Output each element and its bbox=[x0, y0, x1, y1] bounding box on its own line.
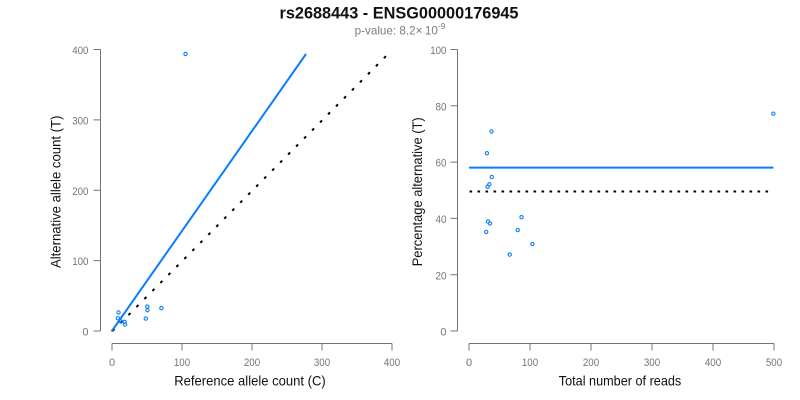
svg-text:100: 100 bbox=[174, 357, 190, 369]
svg-text:300: 300 bbox=[644, 357, 660, 369]
svg-text:200: 200 bbox=[72, 186, 88, 198]
svg-text:Total number of reads: Total number of reads bbox=[559, 373, 682, 389]
svg-text:40: 40 bbox=[436, 214, 447, 226]
svg-text:200: 200 bbox=[244, 357, 260, 369]
svg-text:Percentage alternative (T): Percentage alternative (T) bbox=[409, 117, 425, 266]
svg-text:0: 0 bbox=[82, 327, 88, 339]
svg-text:Reference allele count (C): Reference allele count (C) bbox=[174, 373, 326, 389]
svg-text:0: 0 bbox=[440, 327, 446, 339]
svg-text:rs2688443 - ENSG00000176945: rs2688443 - ENSG00000176945 bbox=[280, 4, 519, 23]
svg-text:0: 0 bbox=[466, 357, 472, 369]
svg-text:0: 0 bbox=[109, 357, 115, 369]
svg-text:400: 400 bbox=[705, 357, 721, 369]
svg-text:500: 500 bbox=[766, 357, 782, 369]
svg-text:20: 20 bbox=[436, 270, 447, 282]
svg-text:200: 200 bbox=[583, 357, 599, 369]
svg-text:80: 80 bbox=[436, 101, 447, 113]
svg-text:100: 100 bbox=[72, 256, 88, 268]
svg-text:100: 100 bbox=[430, 45, 446, 57]
svg-text:p-value: 8.2× 10-9: p-value: 8.2× 10-9 bbox=[355, 21, 446, 38]
svg-text:Alternative allele count (T): Alternative allele count (T) bbox=[48, 116, 64, 268]
svg-text:100: 100 bbox=[522, 357, 538, 369]
svg-text:300: 300 bbox=[314, 357, 330, 369]
svg-text:400: 400 bbox=[384, 357, 400, 369]
svg-text:400: 400 bbox=[72, 45, 88, 57]
svg-text:60: 60 bbox=[436, 158, 447, 170]
svg-text:300: 300 bbox=[72, 116, 88, 128]
